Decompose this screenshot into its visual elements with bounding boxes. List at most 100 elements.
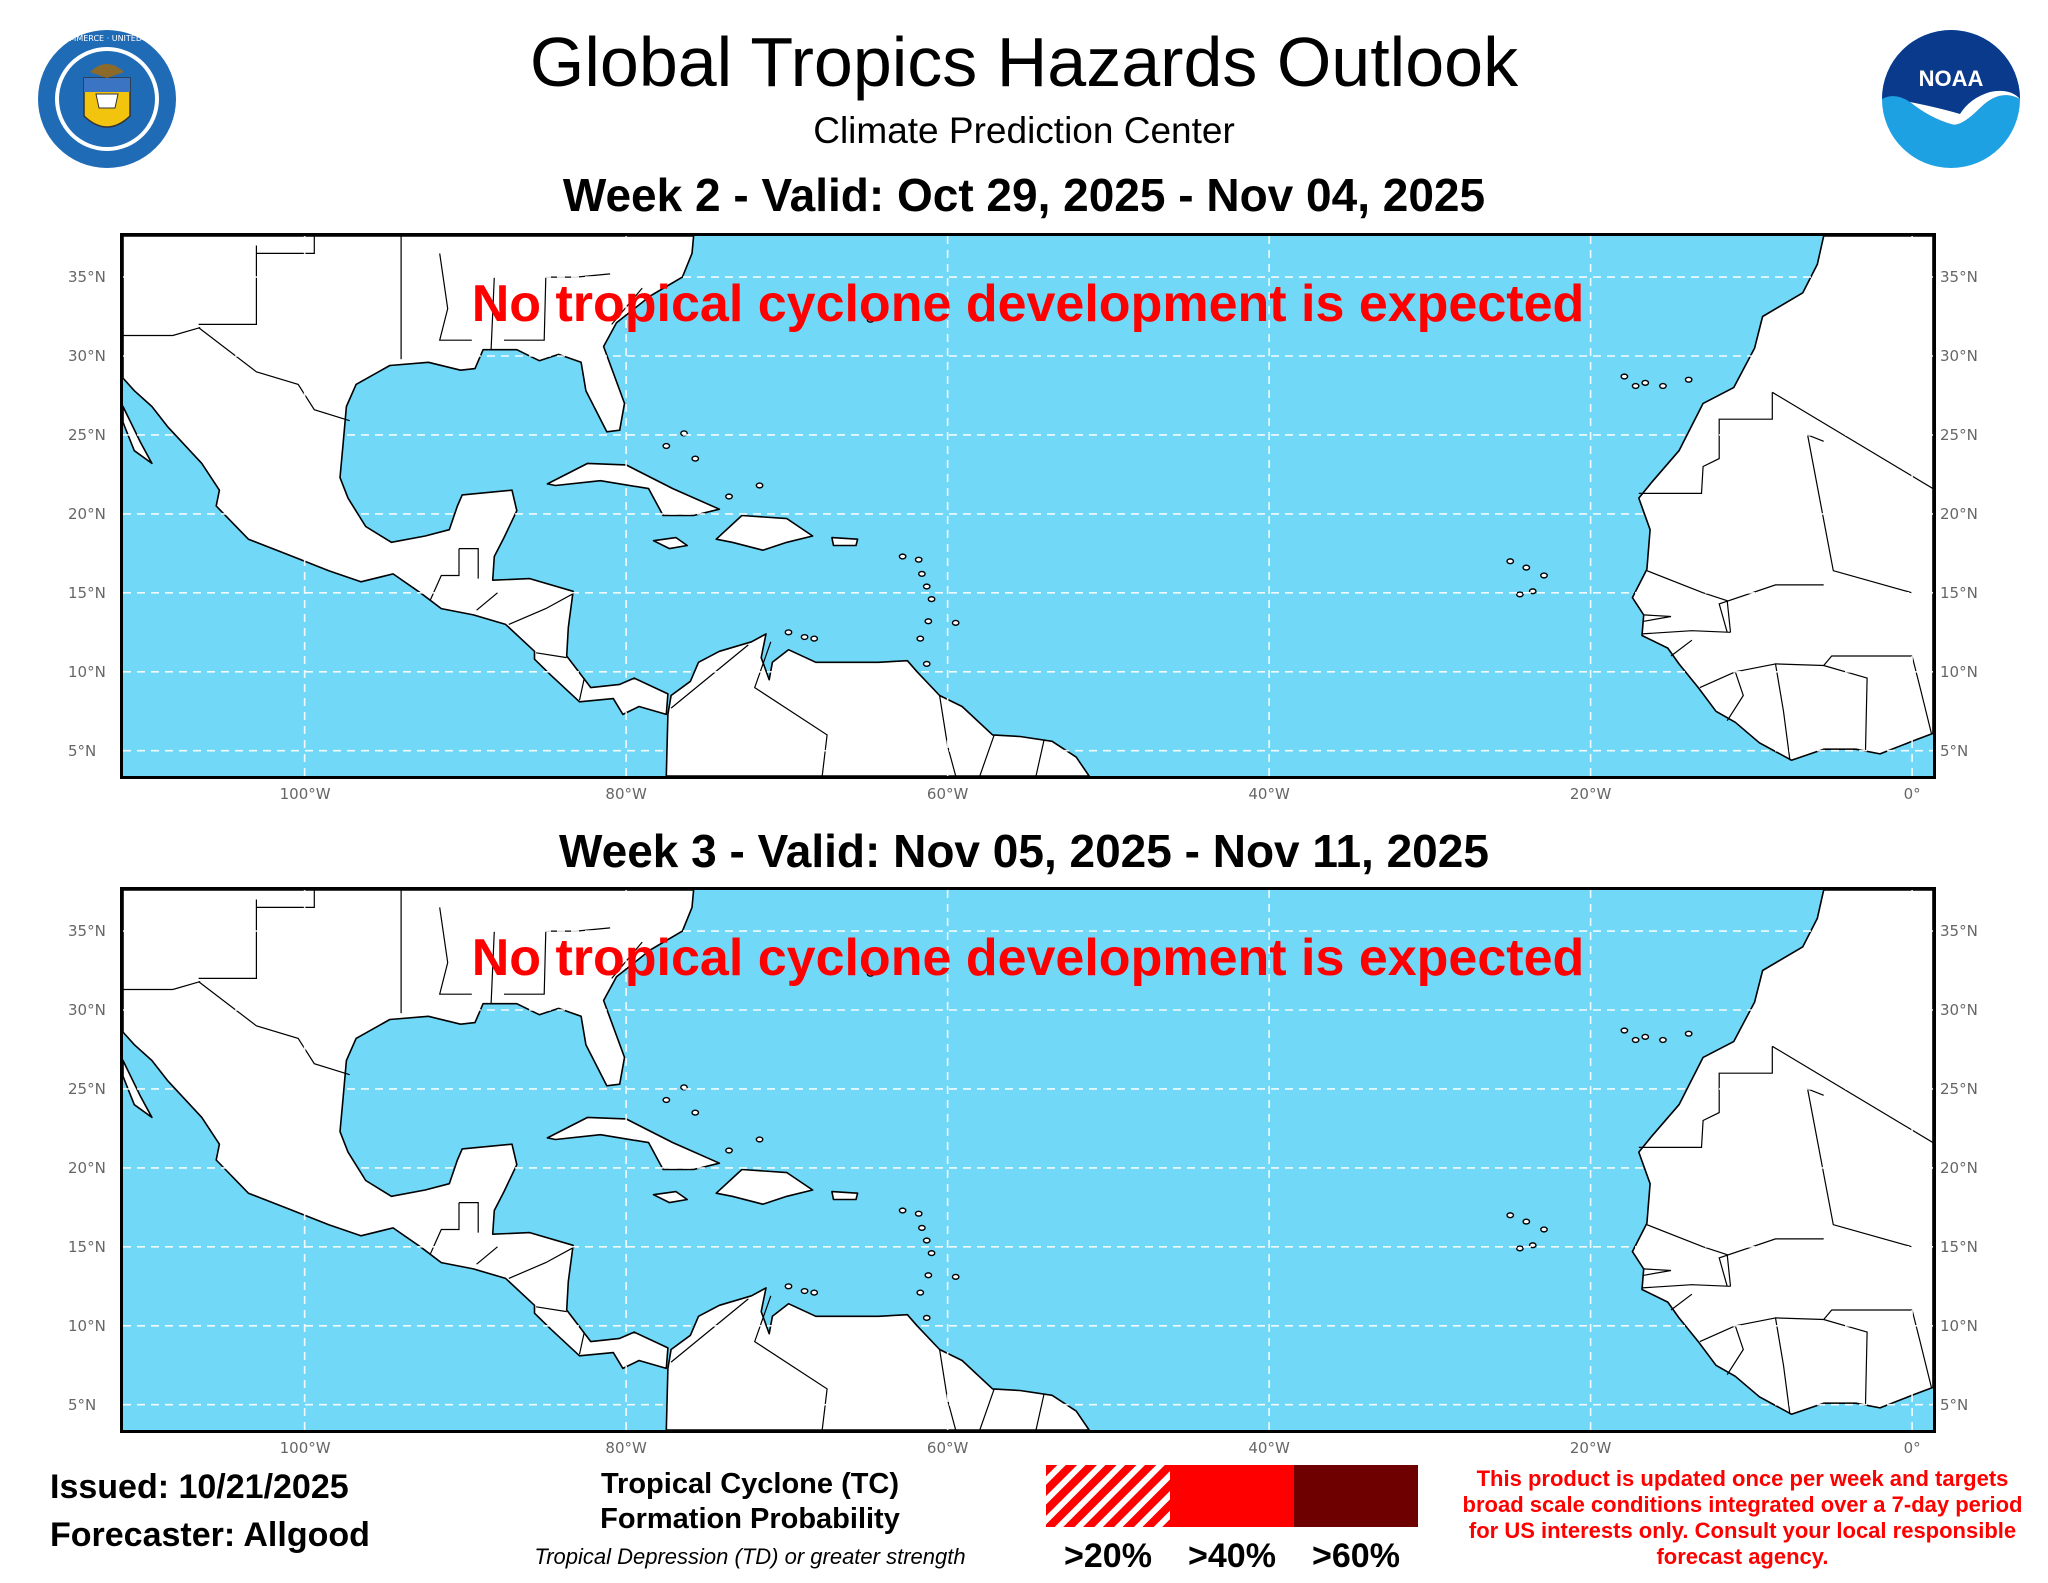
latitude-label-left: 20°N <box>68 504 106 523</box>
latitude-label-right: 15°N <box>1940 1237 1978 1256</box>
island <box>922 583 931 590</box>
island <box>951 1273 960 1280</box>
longitude-label: 20°W <box>1569 1439 1612 1457</box>
political-border <box>670 1298 749 1363</box>
island <box>1641 1033 1650 1040</box>
latitude-label-right: 25°N <box>1940 1079 1978 1098</box>
political-border <box>1643 1268 1672 1276</box>
latitude-label-left: 25°N <box>68 1079 106 1098</box>
political-border <box>1806 433 1913 594</box>
land-hispaniola <box>715 514 814 552</box>
island <box>725 1147 733 1154</box>
latitude-label-right: 10°N <box>1940 662 1978 681</box>
island <box>918 1224 926 1231</box>
political-border <box>1670 639 1693 657</box>
political-border <box>459 548 479 579</box>
political-border <box>753 1295 828 1430</box>
political-border <box>578 677 585 701</box>
political-border <box>1638 392 1773 494</box>
political-border <box>1638 1046 1773 1148</box>
legend-label-40: >40% <box>1188 1537 1276 1575</box>
latitude-label-right: 35°N <box>1940 268 1978 287</box>
political-border <box>536 652 567 659</box>
political-border <box>438 907 472 995</box>
island <box>691 455 700 462</box>
political-border <box>1718 1238 1824 1287</box>
island <box>914 1210 923 1217</box>
island <box>662 442 671 450</box>
land-cuba <box>546 1116 721 1171</box>
week3-map: No tropical cyclone development is expec… <box>120 887 1936 1433</box>
island <box>927 1250 936 1257</box>
political-border <box>1823 655 1913 666</box>
political-border <box>578 1331 585 1355</box>
longitude-label: 80°W <box>605 785 647 803</box>
political-border <box>490 277 495 350</box>
land-puerto-rico <box>831 1190 859 1201</box>
island <box>1506 1212 1515 1219</box>
week2-no-development-message: No tropical cyclone development is expec… <box>471 275 1585 333</box>
political-border <box>979 734 995 776</box>
legend-title-line2: Formation Probability <box>600 1503 900 1535</box>
island <box>1515 1245 1524 1252</box>
political-border <box>123 981 201 991</box>
latitude-label-right: 10°N <box>1940 1316 1978 1335</box>
latitude-label-right: 30°N <box>1940 1001 1978 1019</box>
island <box>1528 588 1537 595</box>
political-border <box>1771 1045 1933 1144</box>
island <box>922 1237 931 1244</box>
island <box>1684 376 1693 383</box>
graticule <box>123 236 1933 776</box>
political-border <box>670 644 749 709</box>
latitude-label-right: 5°N <box>1940 1395 1969 1414</box>
island <box>755 1136 764 1143</box>
land-puerto-rico <box>831 536 859 547</box>
week3-title: Week 3 - Valid: Nov 05, 2025 - Nov 11, 2… <box>559 825 1489 877</box>
political-border <box>504 931 547 995</box>
political-border <box>198 327 350 422</box>
noaa-lettering: NOAA <box>1919 66 1984 91</box>
political-border <box>611 287 643 325</box>
island <box>1684 1030 1693 1037</box>
political-border <box>476 592 498 611</box>
political-border <box>979 1388 995 1430</box>
longitude-label: 80°W <box>605 1439 647 1457</box>
political-border <box>123 327 201 337</box>
island <box>1620 1027 1629 1034</box>
political-border <box>508 592 575 625</box>
political-border <box>490 931 495 1004</box>
island <box>924 618 933 625</box>
land-hispaniola <box>715 1168 814 1206</box>
legend-title-line1: Tropical Cyclone (TC) <box>600 1468 900 1500</box>
political-border <box>1643 614 1672 622</box>
latitude-label-left: 15°N <box>68 1237 106 1256</box>
island <box>755 482 764 489</box>
island <box>924 1272 933 1279</box>
issued-date: Issued: 10/21/2025 <box>50 1468 349 1506</box>
island <box>916 1289 925 1296</box>
legend-label-20: >20% <box>1064 1537 1152 1575</box>
longitude-label: 40°W <box>1248 785 1290 803</box>
island <box>866 970 875 977</box>
land-south-america <box>665 633 1090 776</box>
political-border <box>1771 391 1933 490</box>
island <box>1515 591 1524 598</box>
political-border <box>429 548 460 601</box>
longitude-label: 40°W <box>1248 1439 1290 1457</box>
island <box>951 619 960 626</box>
island <box>1528 1242 1537 1249</box>
political-border <box>1670 1293 1693 1311</box>
island <box>1506 558 1515 565</box>
political-border <box>536 1306 567 1313</box>
legend-note: Tropical Depression (TD) or greater stre… <box>534 1544 966 1569</box>
island <box>898 553 907 560</box>
political-border <box>198 245 257 326</box>
noaa-logo-icon: NOAA <box>1882 30 2020 168</box>
political-border <box>508 1246 575 1279</box>
latitude-label-left: 30°N <box>68 347 106 365</box>
political-border <box>753 641 828 776</box>
latitude-label-right: 25°N <box>1940 425 1978 444</box>
island <box>1522 1218 1531 1225</box>
week2-map-svg <box>123 236 1933 776</box>
island <box>898 1207 907 1214</box>
